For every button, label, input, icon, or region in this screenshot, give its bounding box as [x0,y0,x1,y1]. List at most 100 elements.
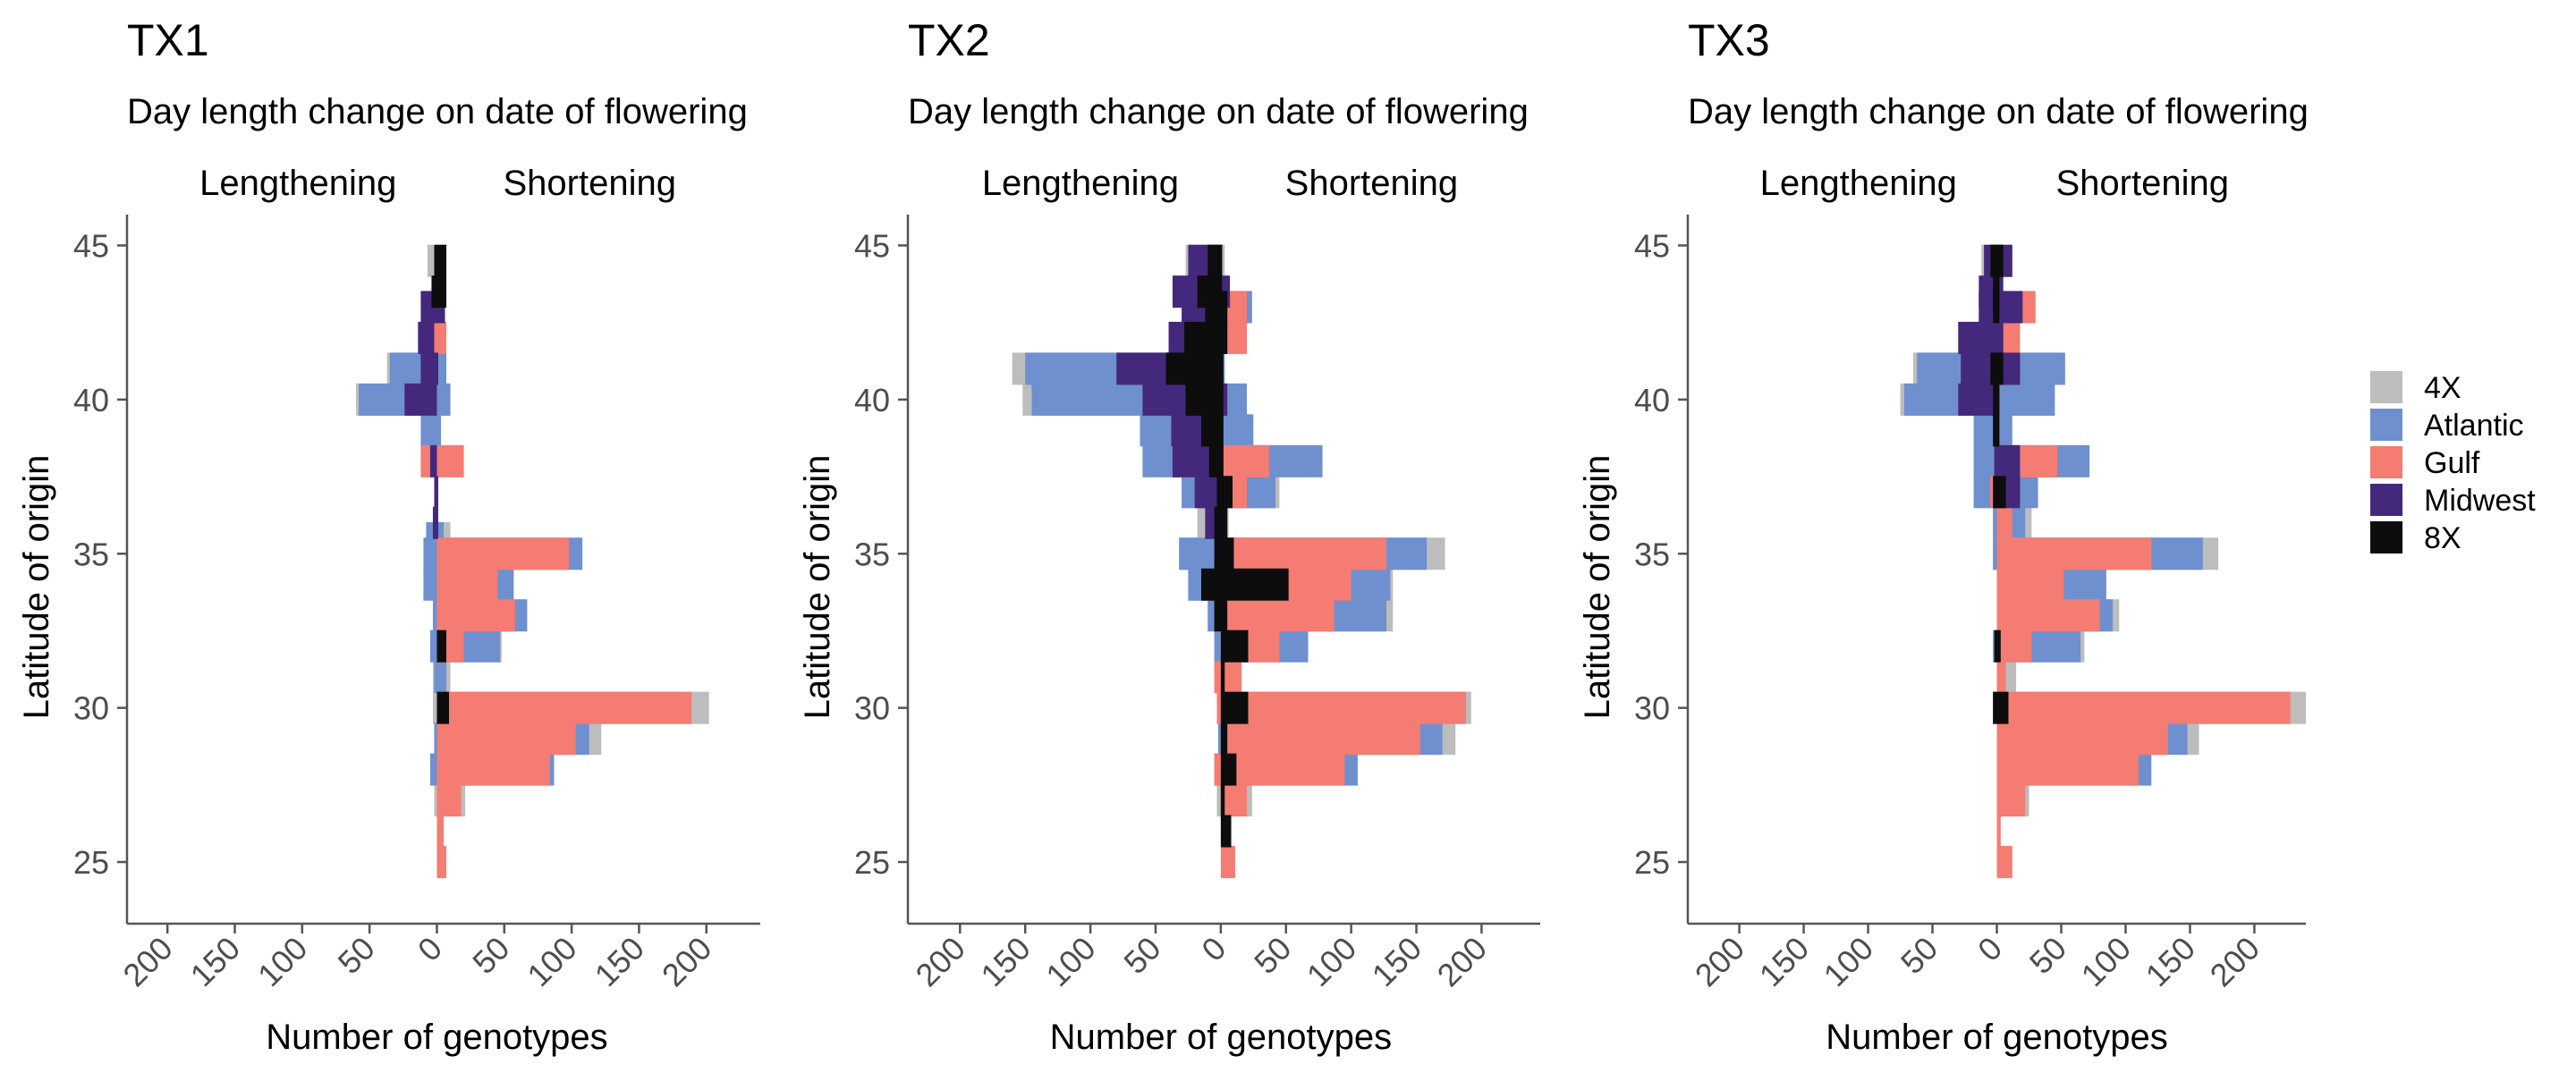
bar-gulf-33 [436,599,515,632]
bar-gulf-35 [436,537,570,570]
legend-label-midwest: Midwest [2424,484,2536,518]
bar-8x-41 [1990,352,2004,385]
bar-gulf-38 [1220,444,1269,477]
bar-midwest-42 [418,321,435,354]
y-tick-label: 45 [73,227,109,264]
bar-gulf-29 [1996,722,2168,756]
x-tick-label: 50 [330,930,381,981]
y-tick-label: 45 [854,227,890,264]
bar-gulf-36 [1996,506,2012,539]
bar-gulf-25 [1220,846,1235,879]
bar-midwest-40 [404,383,437,416]
x-tick-label: 100 [1300,930,1363,993]
bar-gulf-29 [1220,722,1420,756]
y-tick-label: 35 [73,536,109,572]
legend-label-8x: 8X [2424,521,2462,555]
bar-gulf-32 [1996,629,2032,663]
bar-midwest-36 [432,506,438,539]
legend-swatch-gulf [2370,446,2402,478]
bar-gulf-28 [436,753,551,786]
bar-8x-30 [1993,691,2009,724]
x-tick-label: 100 [1817,930,1880,993]
x-tick-label: 150 [2139,930,2202,993]
chart-panels: TX1 Day length change on date of flowerin… [17,15,2309,1057]
legend-label-4x: 4X [2424,371,2462,405]
bar-8x-35 [1214,537,1234,570]
bar-8x-44_5 [1208,244,1223,277]
y-tick-label: 30 [1634,690,1670,727]
bar-8x-30 [436,691,450,724]
x-tick-label: 100 [250,930,314,993]
x-tick-label: 100 [2074,930,2138,993]
bar-gulf-31 [1214,661,1242,694]
bar-8x-32 [1994,629,2001,663]
bar-gulf-34 [1996,568,2064,601]
bar-gulf-38 [420,444,464,477]
shortening-label: Shortening [1285,164,1458,203]
x-tick-label: 200 [1688,930,1751,993]
bar-8x-43 [1205,291,1228,324]
bar-8x-27 [1220,784,1225,817]
x-tick-label: 50 [1894,930,1945,981]
bar-8x-43_5 [431,275,447,308]
legend-swatch-midwest [2370,484,2402,516]
bar-8x-29 [1220,722,1228,756]
bar-gulf-25 [436,846,447,879]
x-axis-title: Number of genotypes [1826,1018,2167,1057]
panel-tx1: TX1 Day length change on date of flowerin… [17,15,760,1057]
bar-8x-32 [436,629,447,663]
y-tick-label: 40 [73,382,109,418]
bar-midwest-42 [1958,321,2004,354]
bar-gulf-25 [1996,846,2012,879]
bar-8x-33 [1214,599,1228,632]
y-axis-title: Latitude of origin [17,455,56,720]
y-tick-label: 25 [73,844,109,881]
bar-gulf-30 [1216,691,1466,724]
x-tick-label: 50 [1247,930,1298,981]
bar-8x-43 [1993,291,2000,324]
bar-8x-38 [1208,444,1224,477]
legend-swatch-8x [2370,521,2402,553]
legend-swatch-atlantic [2370,409,2402,441]
x-tick-label: 150 [1365,930,1428,993]
bar-8x-39 [1993,414,2000,447]
x-tick-label: 200 [115,930,179,993]
lengthening-label: Lengthening [982,164,1179,203]
bar-8x-28 [1220,753,1237,786]
bar-gulf-26 [1996,815,2001,848]
x-tick-label: 0 [1194,930,1233,968]
bar-gulf-30 [436,691,692,724]
bar-8x-42 [1184,321,1228,354]
bar-8x-39 [1200,414,1224,447]
panel-tx3: TX3 Day length change on date of flowerin… [1578,15,2309,1057]
y-tick-label: 35 [854,536,890,572]
legend-label-gulf: Gulf [2424,446,2480,480]
bar-atlantic-39 [420,414,441,447]
panel-title: TX3 [1688,15,1770,65]
x-tick-label: 200 [1430,930,1494,993]
x-tick-label: 150 [183,930,247,993]
bar-gulf-33 [1996,599,2100,632]
x-tick-label: 150 [973,930,1037,993]
legend-swatch-4x [2370,371,2402,403]
x-tick-label: 200 [908,930,971,993]
lengthening-label: Lengthening [199,164,396,203]
bar-8x-34 [1200,568,1289,601]
panel-subtitle: Day length change on date of flowering [1688,92,2309,131]
panel-subtitle: Day length change on date of flowering [908,92,1529,131]
bars [1900,244,2306,879]
bar-8x-31 [1220,661,1225,694]
x-tick-label: 50 [465,930,516,981]
bar-8x-40 [1993,383,2000,416]
bar-8x-32 [1220,629,1249,663]
bar-gulf-27 [436,784,462,817]
shortening-label: Shortening [503,164,675,203]
bar-gulf-31 [1996,661,2006,694]
bar-8x-36 [1214,506,1228,539]
panel-subtitle: Day length change on date of flowering [127,92,748,131]
bar-gulf-26 [436,815,444,848]
x-tick-label: 0 [1970,930,2009,968]
x-tick-label: 50 [1116,930,1167,981]
x-tick-label: 100 [1038,930,1102,993]
